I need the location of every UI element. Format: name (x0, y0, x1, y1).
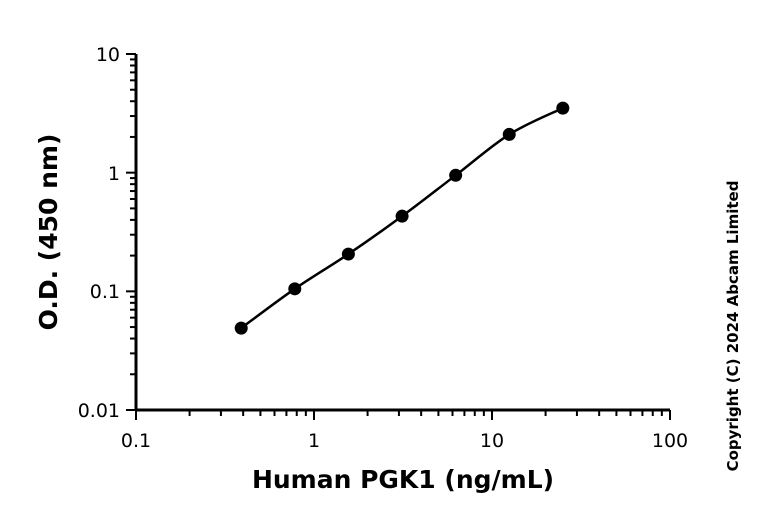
y-tick-label: 1 (108, 163, 120, 185)
data-point (502, 127, 516, 141)
y-tick-labels: 0.01 0.1 1 10 (78, 44, 120, 422)
x-ticks (135, 410, 671, 420)
x-tick-labels: 0.1 1 10 100 (121, 430, 688, 452)
y-tick-label: 0.01 (78, 400, 120, 422)
data-point (449, 168, 463, 182)
axes (126, 53, 671, 420)
x-axis-title: Human PGK1 (ng/mL) (252, 465, 554, 494)
y-ticks (126, 53, 136, 411)
data-point (341, 247, 355, 261)
x-tick-label: 0.1 (121, 430, 151, 452)
data-point (288, 282, 302, 296)
data-point (556, 101, 570, 115)
copyright-text: Copyright (C) 2024 Abcam Limited (724, 181, 742, 472)
data-point (234, 321, 248, 335)
y-tick-label: 0.1 (90, 281, 120, 303)
y-tick-label: 10 (96, 44, 120, 66)
y-axis-title: O.D. (450 nm) (34, 134, 63, 331)
x-tick-label: 100 (652, 430, 688, 452)
data-points (234, 101, 570, 335)
x-tick-label: 10 (480, 430, 504, 452)
x-tick-label: 1 (308, 430, 320, 452)
data-point (395, 209, 409, 223)
